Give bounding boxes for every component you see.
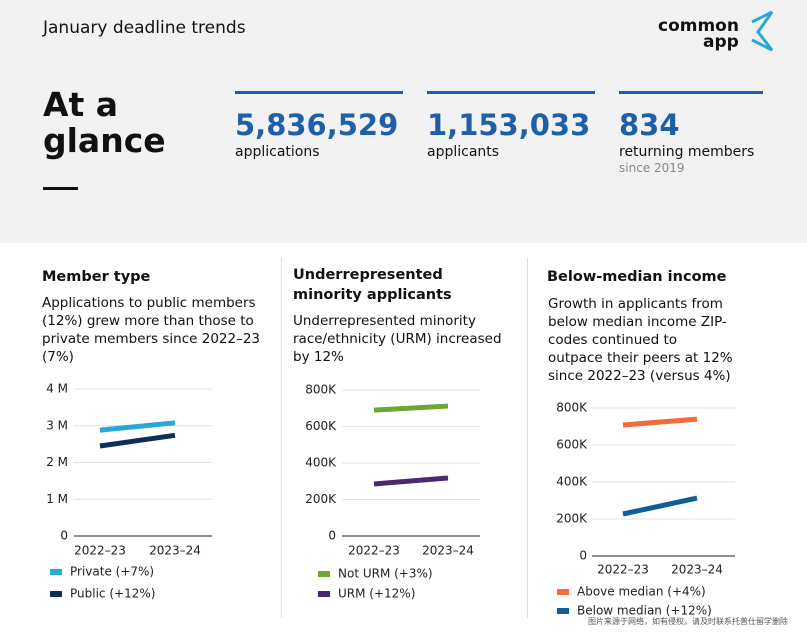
legend-label: Below median (+12%) [577,604,712,618]
legend-swatch [557,608,569,614]
y-tick-label: 200K [305,492,337,506]
x-tick-label: 2023–24 [671,563,723,577]
series-line [622,416,698,428]
legend-swatch [318,591,330,597]
series-line [373,475,449,487]
y-tick-label: 0 [60,529,68,543]
stat-rule [235,91,403,94]
stat-value: 1,153,033 [427,108,591,142]
glance-title: At a glance [43,87,166,159]
y-tick-label: 2 M [46,455,68,469]
chart-title: Underrepresented minority applicants [293,267,452,303]
underline [43,187,78,190]
chart-description: Growth in applicants from below median i… [548,296,733,384]
stat-label: applications [235,144,320,160]
chart-title: Below-median income [547,269,727,285]
chart-title: Member type [42,269,151,285]
legend-label: Public (+12%) [70,587,155,601]
y-tick-label: 800K [305,383,337,397]
stat-value: 5,836,529 [235,108,399,142]
stat-label: applicants [427,144,500,160]
x-tick-label: 2023–24 [422,544,474,558]
x-tick-label: 2023–24 [149,544,201,558]
series-line [622,495,698,517]
legend-label: Not URM (+3%) [338,567,433,581]
stat-rule [427,91,595,94]
x-tick-label: 2022–23 [74,544,126,558]
y-tick-label: 0 [328,529,336,543]
y-tick-label: 800K [556,401,588,415]
chart-description: Applications to public members (12%) gre… [42,295,261,365]
stat-note: since 2019 [619,161,685,175]
x-tick-label: 2022–23 [597,563,649,577]
glance-line: glance [43,121,166,160]
watermark: 图片来源于网络，如有侵权，请及时联系托普仕留学删除 [588,617,788,626]
y-tick-label: 400K [305,456,337,470]
divider [527,258,528,618]
stat-label: returning members [619,144,755,160]
chart-description: Underrepresented minority race/ethnicity… [293,313,502,365]
series-line [99,420,176,433]
logo-text: common [658,16,739,36]
y-tick-label: 200K [556,512,588,526]
series-line [373,403,449,413]
y-tick-label: 400K [556,475,588,489]
y-tick-label: 600K [305,419,337,433]
y-tick-label: 4 M [46,382,68,396]
legend-swatch [318,571,330,577]
series-line [99,432,176,449]
y-tick-label: 3 M [46,418,68,432]
stat-value: 834 [619,108,680,142]
legend-label: Private (+7%) [70,565,154,579]
y-tick-label: 1 M [46,492,68,506]
page-title: January deadline trends [43,18,246,38]
stat-rule [619,91,763,94]
legend-swatch [557,589,569,595]
legend-swatch [50,591,62,597]
legend-label: URM (+12%) [338,587,415,601]
legend-swatch [50,569,62,575]
header-band [0,0,807,243]
y-tick-label: 0 [579,549,587,563]
y-tick-label: 600K [556,438,588,452]
x-tick-label: 2022–23 [348,544,400,558]
legend-label: Above median (+4%) [577,585,706,599]
glance-line: At a [43,85,119,124]
logo-text: app [703,32,739,52]
divider [281,258,282,618]
